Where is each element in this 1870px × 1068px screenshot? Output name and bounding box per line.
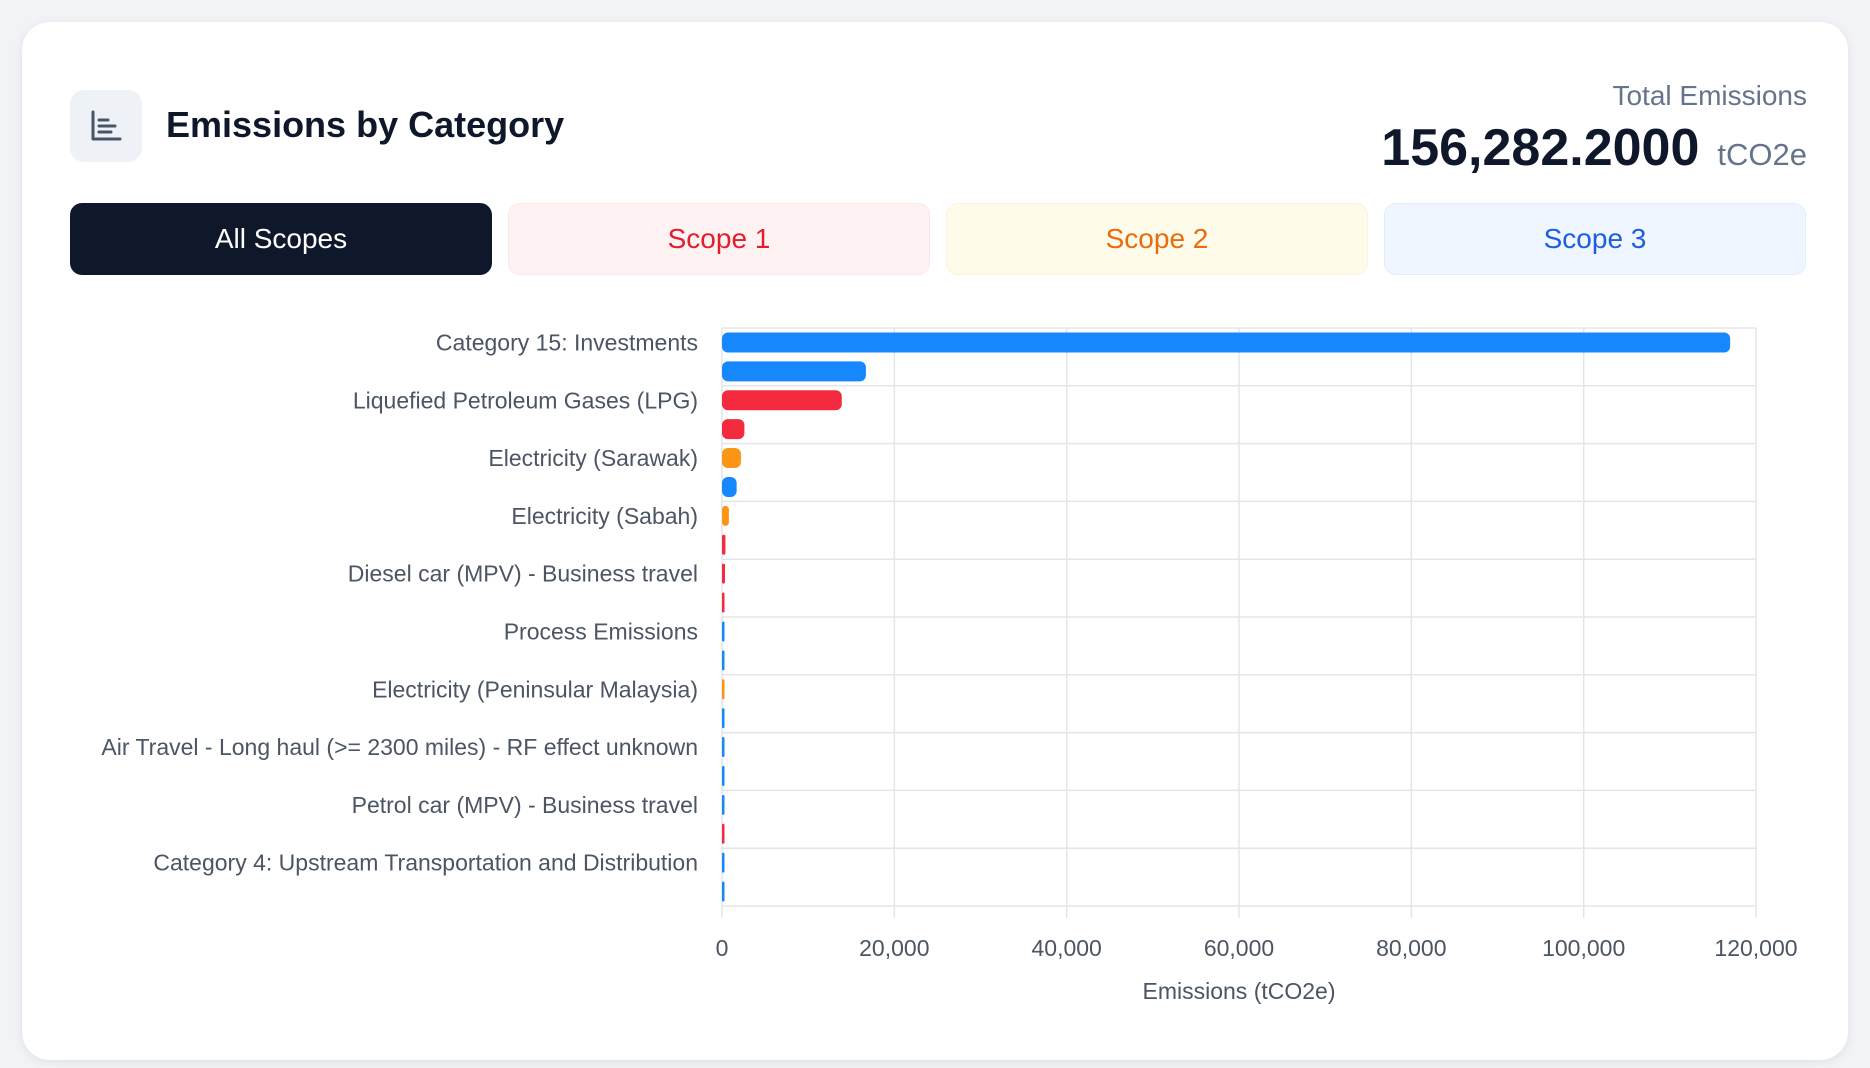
x-axis-title: Emissions (tCO2e): [1143, 978, 1336, 1004]
bar: [722, 679, 725, 700]
y-tick-label: Category 15: Investments: [436, 329, 698, 355]
bar: [722, 708, 725, 729]
x-tick-label: 40,000: [1031, 935, 1101, 961]
bar: [722, 650, 725, 671]
x-tick-label: 0: [716, 935, 729, 961]
bar: [722, 592, 725, 613]
x-tick-label: 120,000: [1714, 935, 1797, 961]
bar: [722, 794, 725, 815]
tab-scope-2[interactable]: Scope 2: [946, 203, 1368, 275]
x-tick-label: 20,000: [859, 935, 929, 961]
bar: [722, 852, 725, 873]
bar: [722, 505, 729, 526]
total-emissions-unit: tCO2e: [1717, 137, 1807, 172]
emissions-card: [22, 22, 1848, 1060]
x-tick-label: 100,000: [1542, 935, 1625, 961]
y-tick-label: Liquefied Petroleum Gases (LPG): [353, 387, 698, 413]
y-tick-label: Electricity (Sarawak): [488, 445, 698, 471]
bar: [722, 448, 741, 469]
bar: [722, 881, 725, 902]
y-tick-label: Diesel car (MPV) - Business travel: [348, 561, 698, 587]
y-tick-label: Category 4: Upstream Transportation and …: [153, 850, 698, 876]
bar: [722, 737, 725, 758]
tab-scope-1[interactable]: Scope 1: [508, 203, 930, 275]
bar: [722, 563, 726, 584]
bar-chart-icon: [70, 90, 142, 162]
y-tick-label: Electricity (Sabah): [511, 503, 698, 529]
tab-all-scopes[interactable]: All Scopes: [70, 203, 492, 275]
y-tick-label: Electricity (Peninsular Malaysia): [372, 676, 698, 702]
bar: [722, 534, 726, 555]
bar: [722, 765, 725, 786]
total-emissions: 156,282.2000 tCO2e: [1381, 118, 1807, 178]
total-emissions-label: Total Emissions: [1612, 80, 1807, 111]
bar: [722, 476, 737, 497]
x-tick-label: 60,000: [1204, 935, 1274, 961]
bar: [722, 823, 725, 844]
y-tick-label: Petrol car (MPV) - Business travel: [352, 792, 698, 818]
x-tick-label: 80,000: [1376, 935, 1446, 961]
tab-scope-3[interactable]: Scope 3: [1384, 203, 1806, 275]
card-title: Emissions by Category: [166, 104, 565, 145]
total-emissions-value: 156,282.2000: [1381, 119, 1700, 177]
bar: [722, 419, 745, 440]
y-tick-label: Air Travel - Long haul (>= 2300 miles) -…: [101, 734, 698, 760]
y-tick-label: Process Emissions: [504, 618, 698, 644]
bar: [722, 390, 842, 411]
bar: [722, 361, 866, 382]
bar: [722, 332, 1731, 353]
bar: [722, 621, 725, 642]
